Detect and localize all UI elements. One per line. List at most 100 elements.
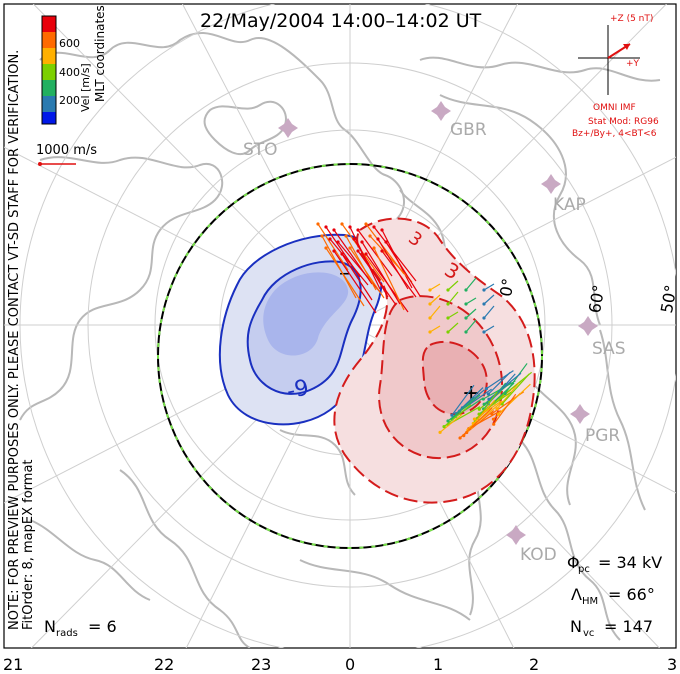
phi-pc-sub: pc bbox=[578, 564, 590, 575]
velocity-vector-64 bbox=[447, 394, 481, 422]
station-label-pgr: PGR bbox=[585, 426, 620, 446]
velocity-vector-74 bbox=[429, 305, 441, 319]
velocity-vector-79 bbox=[447, 322, 459, 333]
velocity-vector-origin-21 bbox=[348, 246, 352, 250]
velocity-vector-14 bbox=[361, 241, 401, 305]
velocity-vector-origin-76 bbox=[464, 316, 468, 320]
lambda-hm-label: Λ bbox=[571, 585, 582, 604]
phi-pc-label: Φ bbox=[567, 553, 580, 572]
scale-vector-dot bbox=[38, 162, 42, 166]
velocity-vector-origin-14 bbox=[360, 240, 364, 244]
velocity-vector-origin-36 bbox=[491, 417, 496, 421]
colorbar-tick-600: 600 bbox=[59, 37, 80, 50]
velocity-vector-origin-9 bbox=[320, 234, 324, 238]
velocity-vector-18 bbox=[325, 247, 365, 307]
velocity-vector-76 bbox=[465, 308, 477, 319]
velocity-vector-origin-40 bbox=[487, 397, 491, 401]
imf-source: OMNI IMF bbox=[593, 103, 636, 113]
velocity-vector-origin-18 bbox=[324, 246, 328, 250]
velocity-vector-origin-24 bbox=[372, 246, 376, 250]
mlt-tick-0: 0 bbox=[345, 655, 355, 674]
station-label-sto: STO bbox=[243, 140, 278, 160]
phi-pc-value: = 34 kV bbox=[598, 553, 662, 572]
imf-vector-head bbox=[623, 44, 630, 50]
velocity-vector-21 bbox=[349, 247, 385, 299]
velocity-vector-41 bbox=[493, 393, 517, 425]
station-marker-kod bbox=[506, 525, 526, 545]
velocity-vector-origin-25 bbox=[380, 249, 384, 253]
velocity-vector-0 bbox=[317, 223, 349, 271]
velocity-vector-37 bbox=[497, 383, 531, 415]
velocity-vector-origin-81 bbox=[482, 330, 486, 334]
velocity-vector-origin-37 bbox=[496, 412, 500, 416]
colorbar-swatch-1 bbox=[42, 32, 56, 48]
velocity-vector-origin-11 bbox=[336, 240, 340, 244]
imf-conditions: Bz+/By+, 4<BT<6 bbox=[572, 129, 657, 139]
velocity-vector-51 bbox=[466, 410, 495, 434]
velocity-vector-33 bbox=[501, 373, 530, 405]
velocity-vector-origin-1 bbox=[324, 225, 328, 229]
velocity-vector-origin-68 bbox=[464, 288, 468, 292]
velocity-vector-origin-71 bbox=[446, 302, 450, 306]
velocity-vector-origin-42 bbox=[472, 417, 477, 421]
velocity-vector-origin-38 bbox=[477, 407, 481, 411]
velocity-vector-origin-16 bbox=[376, 237, 380, 241]
velocity-vector-origin-15 bbox=[368, 234, 372, 238]
velocity-vector-origin-22 bbox=[356, 249, 360, 253]
nvc-sub: vc bbox=[583, 628, 594, 639]
imf-model: Stat Mod: RG96 bbox=[588, 117, 659, 127]
velocity-vector-5 bbox=[357, 229, 393, 277]
fit-order-note: FitOrder: 8, mapEX format bbox=[21, 459, 36, 630]
nrads-sub: rads bbox=[56, 628, 78, 639]
lambda-hm-sub: HM bbox=[582, 596, 598, 607]
velocity-vector-origin-19 bbox=[332, 249, 336, 253]
velocity-vectors bbox=[316, 222, 533, 440]
velocity-vector-origin-62 bbox=[438, 430, 442, 434]
velocity-vector-10 bbox=[329, 238, 369, 286]
velocity-vector-78 bbox=[429, 325, 441, 333]
velocity-vector-origin-5 bbox=[356, 228, 360, 232]
velocity-vector-13 bbox=[353, 238, 389, 298]
velocity-vector-origin-20 bbox=[340, 252, 344, 256]
mlt-tick-2: 2 bbox=[529, 655, 539, 674]
velocity-vector-17 bbox=[385, 241, 421, 297]
velocity-vector-origin-61 bbox=[458, 436, 462, 440]
velocity-vector-68 bbox=[465, 277, 477, 291]
velocity-vector-origin-8 bbox=[380, 228, 384, 232]
velocity-vector-66 bbox=[429, 283, 441, 291]
mlt-tick-3: 3 bbox=[667, 655, 677, 674]
contour-label-neg: -9 bbox=[285, 375, 312, 404]
velocity-vector-origin-34 bbox=[481, 397, 485, 401]
velocity-vector-46 bbox=[468, 410, 502, 430]
velocity-vector-20 bbox=[341, 253, 373, 301]
velocity-vector-63 bbox=[443, 404, 472, 428]
velocity-vector-80 bbox=[465, 319, 477, 333]
velocity-vector-75 bbox=[447, 311, 459, 319]
velocity-vector-origin-79 bbox=[446, 330, 450, 334]
velocity-vector-65 bbox=[451, 384, 475, 416]
velocity-vector-origin-63 bbox=[442, 425, 446, 429]
velocity-vector-origin-73 bbox=[482, 302, 486, 306]
nrads-value: = 6 bbox=[88, 617, 117, 636]
velocity-vector-35 bbox=[487, 371, 511, 395]
scale-vector-label: 1000 m/s bbox=[36, 143, 97, 158]
velocity-vector-70 bbox=[429, 294, 441, 305]
colorbar-swatch-3 bbox=[42, 64, 56, 80]
station-marker-kap bbox=[541, 174, 561, 194]
coordinate-system-label: MLT coordinates bbox=[93, 5, 107, 102]
contour-label-neg-min: – bbox=[339, 261, 350, 286]
colorbar-tick-200: 200 bbox=[59, 94, 80, 107]
imf-z-label: +Z (5 nT) bbox=[610, 14, 653, 24]
velocity-vector-origin-41 bbox=[492, 422, 496, 426]
imf-y-label: +Y bbox=[626, 59, 640, 69]
nvc-label: N bbox=[570, 617, 582, 636]
velocity-vector-origin-32 bbox=[495, 407, 499, 411]
colorbar-swatch-5 bbox=[42, 96, 56, 112]
colorbar-outline bbox=[41, 15, 57, 125]
station-marker-sto bbox=[278, 118, 298, 138]
velocity-vector-origin-67 bbox=[446, 288, 450, 292]
velocity-vector-25 bbox=[381, 250, 417, 298]
colorbar-swatch-2 bbox=[42, 48, 56, 64]
map-title: 22/May/2004 14:00–14:02 UT bbox=[200, 10, 482, 32]
velocity-vector-origin-30 bbox=[484, 386, 489, 391]
